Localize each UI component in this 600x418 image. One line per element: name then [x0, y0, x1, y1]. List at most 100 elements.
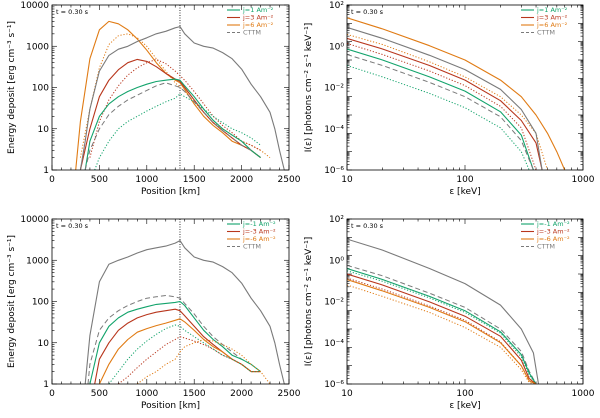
series-line-gray-dashed	[87, 295, 252, 384]
series-line-orange-dotted	[347, 284, 537, 384]
plot-frame	[346, 218, 584, 385]
series-line-red-dotted	[89, 58, 261, 158]
y-axis-label: I(ε) [photons cm⁻² s⁻¹ keV⁻¹]	[304, 237, 314, 366]
panel-bottom-left: 0 500 1000 1500 2000 2500 1 10 100 1000 10000 Posit…	[7, 215, 301, 411]
x-axis-label: Position [km]	[141, 187, 200, 197]
series-line-red-solid	[347, 273, 537, 384]
axis-ticks	[346, 218, 584, 385]
y-tick-label: 10⁻⁶	[324, 380, 344, 390]
x-tick-label: 10	[341, 389, 353, 399]
x-tick-label: 2500	[278, 389, 301, 399]
y-axis-label: Energy deposit [erg cm⁻³ s⁻¹]	[7, 21, 17, 154]
series-group	[75, 5, 285, 170]
series-line-green-dotted	[108, 324, 261, 384]
y-tick-label: 1	[43, 380, 49, 390]
series-line-green-solid	[84, 78, 261, 170]
legend-label: j=-6 Am⁻²	[536, 235, 570, 243]
x-tick-label: 100	[456, 389, 473, 399]
x-axis-label: ε [keV]	[449, 401, 480, 411]
x-tick-label: 0	[49, 389, 55, 399]
x-tick-label: 2500	[278, 175, 301, 185]
y-tick-label: 10⁰	[329, 42, 344, 52]
series-line-gray-solid	[79, 26, 285, 170]
x-tick-label: 1000	[135, 389, 158, 399]
x-tick-label: 1500	[183, 389, 206, 399]
x-tick-label: 1000	[135, 175, 158, 185]
y-axis-label: I(ε) [photons cm⁻² s⁻¹ keV⁻¹]	[304, 23, 314, 152]
y-tick-label: 10⁻⁴	[324, 125, 344, 135]
legend-label: CTTM	[537, 243, 555, 251]
legend-label: CTTM	[243, 29, 261, 37]
plot-frame	[51, 218, 290, 385]
y-tick-label: 10	[38, 339, 50, 349]
legend-label: j=-1 Am⁻²	[536, 220, 570, 228]
series-line-orange-dotted	[347, 33, 548, 170]
legend-label: j=1 Am⁻²	[242, 6, 274, 14]
legend-label: j=3 Am⁻²	[242, 14, 274, 22]
time-annotation: t = 0.30 s	[351, 8, 384, 16]
x-tick-label: 0	[49, 175, 55, 185]
y-axis-label: Energy deposit [erg cm⁻³ s⁻¹]	[7, 235, 17, 368]
panel-bottom-right: 10 100 1000 10⁻⁶ 10⁻⁴ 10⁻² 10⁰ 10² ε [keV] I(ε) […	[304, 215, 595, 411]
y-tick-label: 100	[32, 84, 49, 94]
legend-label: j=-1 Am⁻²	[242, 220, 276, 228]
y-tick-label: 10²	[329, 1, 344, 11]
series-line-orange-dotted	[136, 339, 271, 384]
series-line-red-solid	[79, 58, 261, 170]
plot-frame	[346, 4, 584, 171]
legend-label: j=-6 Am⁻²	[242, 235, 276, 243]
y-tick-label: 10⁻⁴	[324, 339, 344, 349]
x-tick-label: 500	[91, 175, 108, 185]
panel-top-left: 0 500 1000 1500 2000 2500 1 10 100 1000 10000 Posit…	[7, 1, 301, 197]
y-tick-label: 10⁻²	[324, 298, 344, 308]
y-tick-label: 10000	[20, 215, 49, 225]
series-line-orange-solid	[347, 278, 537, 384]
series-line-gray-dashed	[347, 54, 534, 170]
y-tick-label: 10⁻⁶	[324, 166, 344, 176]
legend-label: j=3 Am⁻²	[536, 14, 568, 22]
series-line-green-solid	[347, 48, 534, 170]
series-line-green-dotted	[94, 93, 261, 170]
x-tick-label: 1500	[183, 175, 206, 185]
legend-label: CTTM	[243, 243, 261, 251]
legend-label: j=-3 Am⁻²	[242, 228, 276, 236]
series-line-green-solid	[347, 267, 537, 384]
x-tick-label: 1000	[572, 175, 595, 185]
series-line-gray-solid	[347, 238, 540, 384]
y-tick-label: 10000	[20, 1, 49, 11]
series-line-gray-solid	[347, 26, 543, 170]
y-tick-label: 1000	[26, 42, 49, 52]
plot-frame	[51, 4, 290, 171]
series-line-red-dotted	[118, 336, 261, 384]
y-tick-label: 10²	[329, 215, 344, 225]
series-line-gray-solid	[84, 240, 285, 384]
y-tick-label: 10	[38, 125, 50, 135]
series-line-green-dotted	[347, 270, 537, 384]
time-annotation: t = 0.30 s	[56, 8, 89, 16]
series-line-green-solid	[89, 300, 261, 384]
x-tick-label: 1000	[572, 389, 595, 399]
series-line-red-solid	[94, 308, 261, 384]
legend-label: j=6 Am⁻²	[536, 21, 568, 29]
y-tick-label: 1	[43, 166, 49, 176]
series-line-red-solid	[347, 37, 543, 170]
series-group	[347, 238, 540, 384]
series-group	[347, 17, 566, 170]
series-group	[84, 219, 285, 384]
series-line-gray-dashed	[347, 264, 537, 384]
time-annotation: t = 0.30 s	[351, 222, 384, 230]
y-tick-label: 10⁰	[329, 256, 344, 266]
x-tick-label: 2000	[230, 175, 253, 185]
time-annotation: t = 0.30 s	[56, 222, 89, 230]
x-tick-label: 2000	[230, 389, 253, 399]
y-tick-label: 100	[32, 298, 49, 308]
y-tick-label: 1000	[26, 256, 49, 266]
x-axis-label: Position [km]	[141, 401, 200, 411]
series-line-orange-solid	[75, 20, 261, 170]
series-line-red-dotted	[347, 42, 537, 170]
axis-ticks	[51, 4, 290, 171]
x-tick-label: 10	[341, 175, 353, 185]
